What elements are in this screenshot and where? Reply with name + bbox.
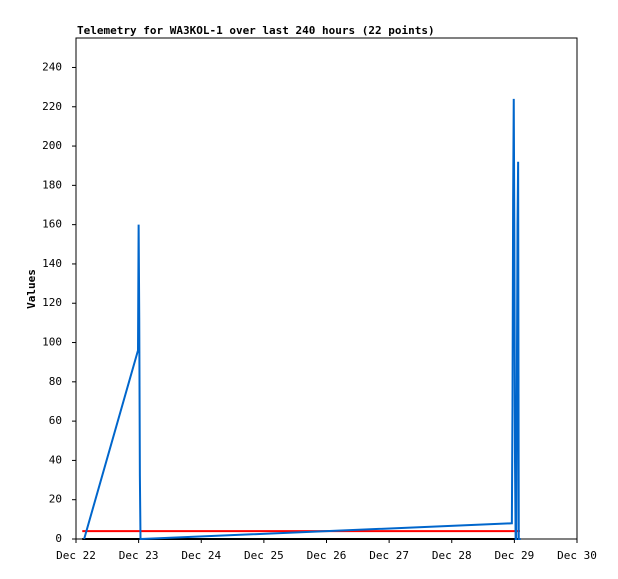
x-tick-label: Dec 30 xyxy=(557,549,597,562)
x-tick-label: Dec 25 xyxy=(244,549,284,562)
y-tick-label: 140 xyxy=(42,257,62,270)
chart-title: Telemetry for WA3KOL-1 over last 240 hou… xyxy=(77,24,435,37)
y-tick-label: 60 xyxy=(49,414,62,427)
x-tick-label: Dec 27 xyxy=(369,549,409,562)
x-tick-label: Dec 23 xyxy=(119,549,159,562)
x-tick-label: Dec 22 xyxy=(56,549,96,562)
y-tick-label: 80 xyxy=(49,375,62,388)
y-tick-label: 220 xyxy=(42,100,62,113)
x-tick-label: Dec 29 xyxy=(495,549,535,562)
y-axis-label: Values xyxy=(25,269,38,309)
y-tick-label: 20 xyxy=(49,493,62,506)
x-tick-label: Dec 28 xyxy=(432,549,472,562)
plot-frame xyxy=(75,37,578,540)
x-tick-label: Dec 24 xyxy=(181,549,221,562)
y-tick-label: 240 xyxy=(42,60,62,73)
y-tick-label: 160 xyxy=(42,218,62,231)
y-tick-label: 100 xyxy=(42,336,62,349)
y-tick-label: 0 xyxy=(55,532,62,545)
x-tick-label: Dec 26 xyxy=(307,549,347,562)
y-tick-label: 180 xyxy=(42,178,62,191)
y-tick-label: 120 xyxy=(42,296,62,309)
y-tick-label: 40 xyxy=(49,453,62,466)
y-tick-label: 200 xyxy=(42,139,62,152)
series-line xyxy=(83,98,521,540)
